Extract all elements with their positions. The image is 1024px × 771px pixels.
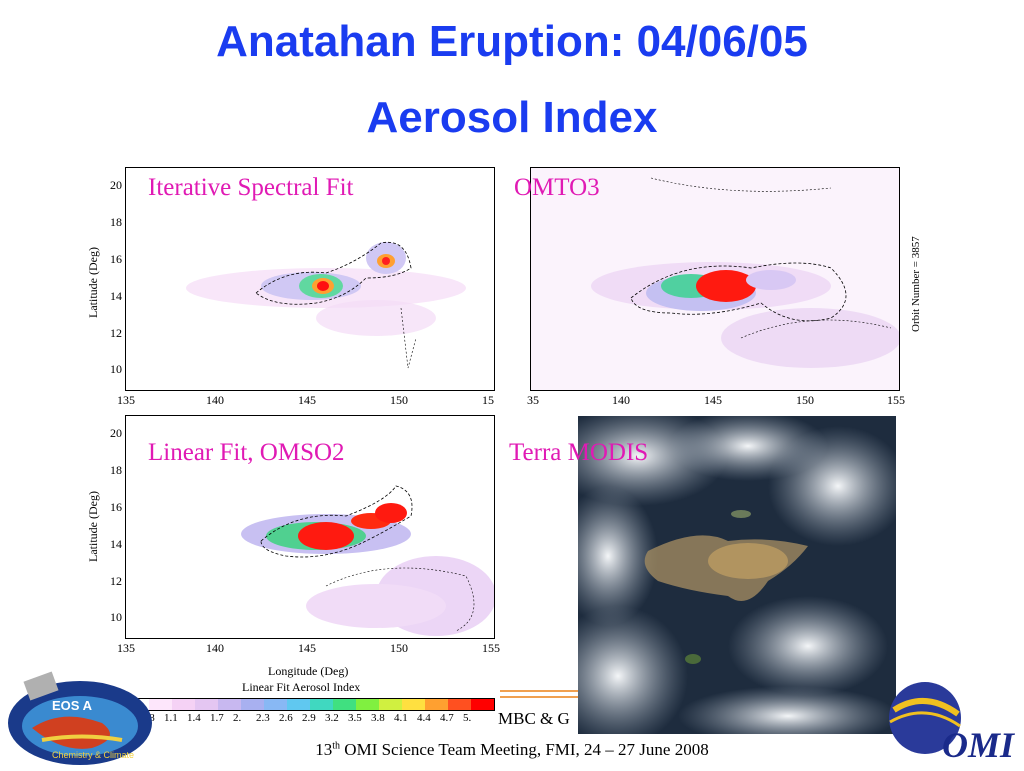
lat-tick: 16 <box>110 500 122 514</box>
lon-tick: 140 <box>612 393 630 407</box>
lat-tick: 12 <box>110 326 122 340</box>
aerosol-map <box>241 485 494 636</box>
colorbar-tick: 4.7 <box>440 712 454 724</box>
x-axis-label: Longitude (Deg) <box>268 664 349 678</box>
lat-tick: 12 <box>110 574 122 588</box>
divider-line <box>500 690 580 692</box>
colorbar-swatch <box>172 699 195 710</box>
colorbar-tick: 3.5 <box>348 712 362 724</box>
orbit-number: Orbit Number = 3857 <box>910 236 922 332</box>
omi-logo: OMI <box>880 680 1020 766</box>
lat-tick: 16 <box>110 252 122 266</box>
lon-tick: 35 <box>527 393 539 407</box>
slide-subtitle: Aerosol Index <box>366 93 658 142</box>
colorbar <box>125 698 495 711</box>
lon-tick: 150 <box>796 393 814 407</box>
lat-tick: 14 <box>110 537 122 551</box>
lon-tick: 145 <box>704 393 722 407</box>
lon-tick: 140 <box>206 641 224 655</box>
lat-tick: 20 <box>110 178 122 192</box>
colorbar-tick: 5. <box>463 712 472 724</box>
panel-caption: Linear Fit, OMSO2 <box>148 439 345 466</box>
lat-tick: 18 <box>110 215 122 229</box>
lat-tick: 10 <box>110 362 122 376</box>
colorbar-tick: 3.8 <box>371 712 385 724</box>
aerosol-map <box>531 168 899 390</box>
colorbar-tick: 2.3 <box>256 712 270 724</box>
colorbar-label: Linear Fit Aerosol Index <box>242 680 361 694</box>
colorbar-swatch <box>287 699 310 710</box>
panel-caption: Terra MODIS <box>509 439 649 466</box>
colorbar-tick: 1.1 <box>164 712 178 724</box>
lat-tick: 18 <box>110 463 122 477</box>
lat-tick: 14 <box>110 289 122 303</box>
partial-text: MBC & G <box>498 709 570 728</box>
colorbar-swatch <box>425 699 448 710</box>
colorbar-tick: 1.7 <box>210 712 224 724</box>
lon-tick: 145 <box>298 393 316 407</box>
lon-tick: 155 <box>482 641 500 655</box>
y-axis-label: Latitude (Deg) <box>86 491 100 562</box>
colorbar-tick: 3.2 <box>325 712 339 724</box>
panel-caption: Iterative Spectral Fit <box>148 174 354 201</box>
logo-text: EOS A <box>52 698 92 713</box>
satellite-image <box>578 416 896 734</box>
colorbar-swatch <box>310 699 333 710</box>
colorbar-swatch <box>356 699 379 710</box>
lon-tick: 135 <box>117 641 135 655</box>
footer: 13th OMI Science Team Meeting, FMI, 24 –… <box>0 740 1024 760</box>
aerosol-map <box>186 241 466 369</box>
colorbar-tick: 2.6 <box>279 712 293 724</box>
eos-aura-logo: EOS A Chemistry & Climate <box>2 668 152 766</box>
colorbar-swatch <box>448 699 471 710</box>
lon-tick: 140 <box>206 393 224 407</box>
colorbar-swatch <box>241 699 264 710</box>
colorbar-swatch <box>471 699 494 710</box>
y-axis-label: Latitude (Deg) <box>86 247 100 318</box>
colorbar-tick: 2. <box>233 712 242 724</box>
logo-text: OMI <box>942 725 1015 765</box>
map-plot-area <box>530 167 900 391</box>
lon-tick: 145 <box>298 641 316 655</box>
footer-text: OMI Science Team Meeting, FMI, 24 – 27 J… <box>340 740 709 759</box>
colorbar-swatch <box>264 699 287 710</box>
slide-title: Anatahan Eruption: 04/06/05 <box>216 17 808 66</box>
colorbar-tick: 2.9 <box>302 712 316 724</box>
lon-tick: 150 <box>390 393 408 407</box>
colorbar-swatch <box>402 699 425 710</box>
colorbar-swatch <box>195 699 218 710</box>
logo-ring-text: Chemistry & Climate <box>52 750 135 760</box>
colorbar-swatch <box>218 699 241 710</box>
divider-line <box>500 696 580 698</box>
lon-tick: 135 <box>117 393 135 407</box>
lon-tick: 15 <box>482 393 494 407</box>
footer-number: 13 <box>315 740 333 759</box>
lat-tick: 10 <box>110 610 122 624</box>
colorbar-tick: 1.4 <box>187 712 201 724</box>
footer-sup: th <box>332 740 341 752</box>
lon-tick: 150 <box>390 641 408 655</box>
colorbar-swatch <box>379 699 402 710</box>
colorbar-tick: 4.1 <box>394 712 408 724</box>
colorbar-swatch <box>333 699 356 710</box>
colorbar-swatch <box>149 699 172 710</box>
modis-satellite-photo <box>578 416 896 734</box>
panel-caption: OMTO3 <box>514 174 600 201</box>
map-plot-area <box>125 167 495 391</box>
lon-tick: 155 <box>887 393 905 407</box>
lat-tick: 20 <box>110 426 122 440</box>
colorbar-tick: 4.4 <box>417 712 431 724</box>
map-plot-area <box>125 415 495 639</box>
